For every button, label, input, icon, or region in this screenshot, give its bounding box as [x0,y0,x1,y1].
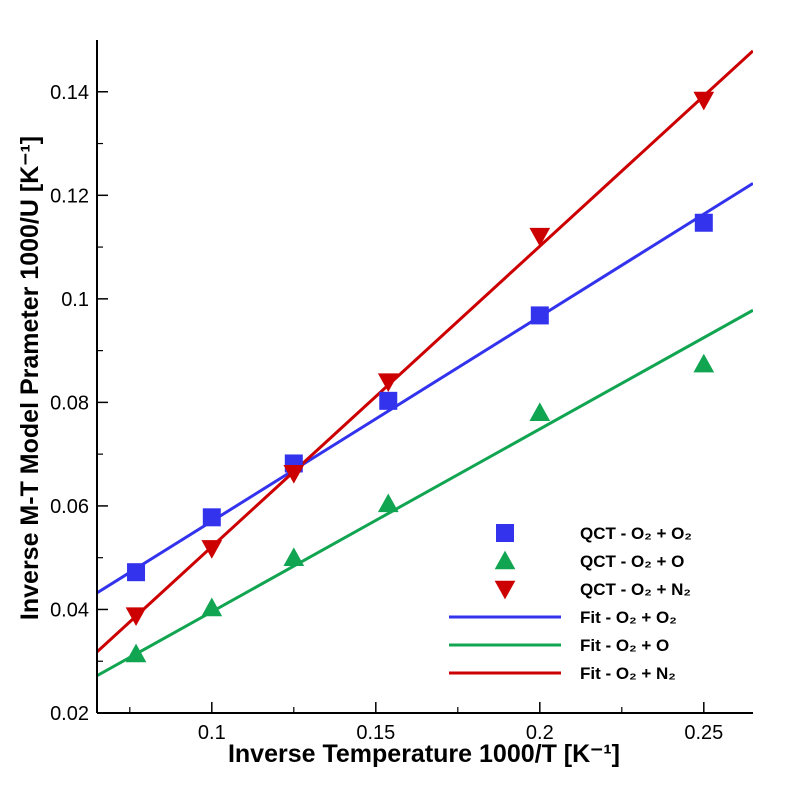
data-point [125,643,147,663]
legend-entry-label: QCT - O₂ + O [580,552,684,571]
legend-entry-label: QCT - O₂ + O₂ [580,524,692,543]
data-point [201,540,223,559]
legend-entry-label: QCT - O₂ + N₂ [580,580,691,599]
markers-layer [125,91,715,663]
data-point [125,607,147,627]
data-point [529,227,551,247]
y-tick-label: 0.1 [61,289,89,311]
x-tick-label: 0.2 [526,722,554,744]
data-point [693,353,715,373]
data-point [694,213,713,232]
y-tick-label: 0.12 [50,185,89,207]
data-point [693,91,715,111]
data-point [283,547,305,566]
y-tick-label: 0.04 [50,599,89,621]
data-point [379,391,398,410]
data-point [283,465,305,484]
data-point [377,373,399,393]
x-tick-label: 0.15 [356,722,395,744]
legend: QCT - O₂ + O₂ QCT - O₂ + O QCT - O₂ + N₂ Fi… [449,524,692,683]
legend-marker-swatch [494,580,516,600]
x-axis-title: Inverse Temperature 1000/T [K⁻¹] [228,740,620,768]
data-point [201,597,223,617]
legend-entry-label: Fit - O₂ + O₂ [580,608,677,627]
x-tick-label: 0.25 [684,722,723,744]
legend-entry-label: Fit - O₂ + O [580,636,669,655]
y-axis-title: Inverse M-T Model Prameter 1000/U [K⁻¹] [16,136,44,620]
legend-marker-swatch [496,524,514,542]
axes [96,40,753,714]
x-tick-label: 0.1 [198,722,226,744]
legend-entry-label: Fit - O₂ + N₂ [580,664,676,683]
data-point [529,402,551,422]
data-point [127,563,146,582]
y-tick-label: 0.02 [50,703,89,725]
data-point [530,306,549,325]
data-point [202,508,221,527]
legend-marker-swatch [494,550,516,570]
fit-line [97,49,753,654]
y-tick-label: 0.06 [50,496,89,518]
y-tick-label: 0.14 [50,82,89,104]
y-tick-label: 0.08 [50,392,89,414]
ticks: 0.1 0.15 0.2 0.25 0.02 0.04 0.06 0.08 0.1 0.12 0.1… [50,82,723,744]
data-point [377,493,399,513]
